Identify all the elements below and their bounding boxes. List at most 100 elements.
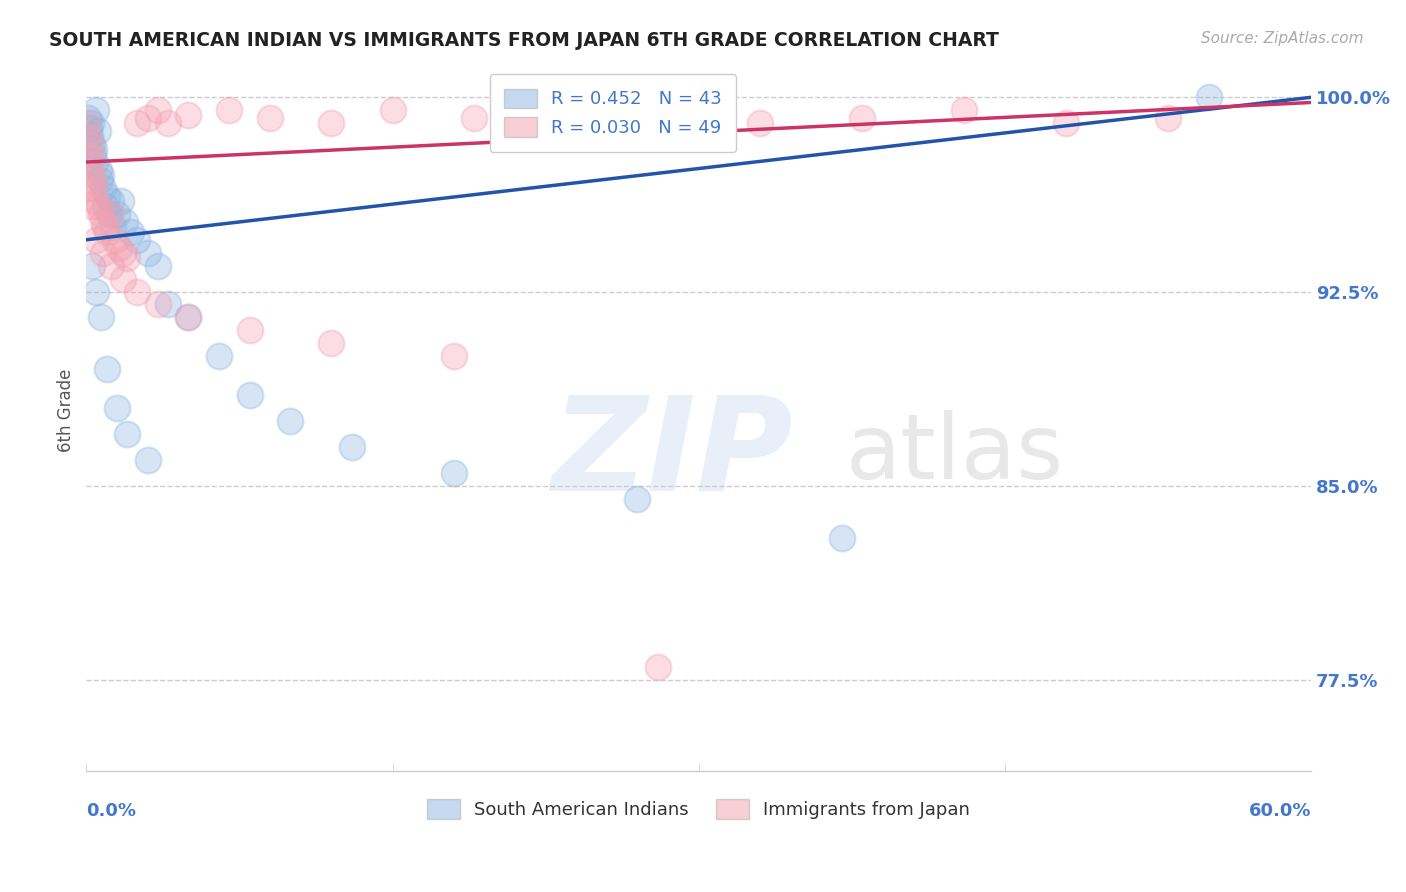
Point xyxy=(76,116,98,130)
Point xyxy=(77,129,100,144)
Point xyxy=(953,103,976,118)
Point xyxy=(544,116,567,130)
Point xyxy=(90,168,112,182)
Point xyxy=(1157,111,1180,125)
Text: atlas: atlas xyxy=(845,410,1064,498)
Point xyxy=(86,194,108,208)
Point xyxy=(136,245,159,260)
Point xyxy=(127,233,149,247)
Point xyxy=(120,225,142,239)
Text: 60.0%: 60.0% xyxy=(1249,802,1312,820)
Point xyxy=(218,103,240,118)
Point xyxy=(146,103,169,118)
Point xyxy=(79,121,101,136)
Point xyxy=(80,155,103,169)
Point xyxy=(84,155,107,169)
Point xyxy=(93,219,115,234)
Point xyxy=(86,233,108,247)
Point xyxy=(96,225,118,239)
Point xyxy=(647,103,669,118)
Point xyxy=(1054,116,1077,130)
Point xyxy=(177,108,200,122)
Point xyxy=(104,233,127,247)
Point xyxy=(90,207,112,221)
Point xyxy=(79,129,101,144)
Point xyxy=(115,251,138,265)
Point xyxy=(112,245,135,260)
Point xyxy=(647,660,669,674)
Point xyxy=(239,388,262,402)
Point xyxy=(79,147,101,161)
Point xyxy=(177,310,200,325)
Point xyxy=(851,111,873,125)
Point xyxy=(82,147,104,161)
Point xyxy=(381,103,404,118)
Point xyxy=(146,259,169,273)
Point xyxy=(146,297,169,311)
Point xyxy=(463,111,485,125)
Point xyxy=(259,111,281,125)
Point xyxy=(91,181,114,195)
Point xyxy=(87,162,110,177)
Point xyxy=(83,181,105,195)
Point xyxy=(110,194,132,208)
Point xyxy=(112,271,135,285)
Point xyxy=(82,259,104,273)
Point xyxy=(626,491,648,506)
Point xyxy=(86,124,108,138)
Point xyxy=(177,310,200,325)
Point xyxy=(80,116,103,130)
Point xyxy=(321,336,343,351)
Text: Source: ZipAtlas.com: Source: ZipAtlas.com xyxy=(1201,31,1364,46)
Point xyxy=(100,259,122,273)
Point xyxy=(77,111,100,125)
Point xyxy=(82,199,104,213)
Point xyxy=(443,466,465,480)
Point xyxy=(97,207,120,221)
Y-axis label: 6th Grade: 6th Grade xyxy=(58,369,75,452)
Point xyxy=(89,173,111,187)
Point xyxy=(1198,90,1220,104)
Point xyxy=(208,349,231,363)
Point xyxy=(90,310,112,325)
Point xyxy=(96,362,118,376)
Point xyxy=(127,116,149,130)
Point xyxy=(100,207,122,221)
Point xyxy=(156,116,179,130)
Point xyxy=(82,168,104,182)
Point xyxy=(115,427,138,442)
Point xyxy=(114,214,136,228)
Point xyxy=(340,440,363,454)
Text: SOUTH AMERICAN INDIAN VS IMMIGRANTS FROM JAPAN 6TH GRADE CORRELATION CHART: SOUTH AMERICAN INDIAN VS IMMIGRANTS FROM… xyxy=(49,31,1000,50)
Point xyxy=(100,194,122,208)
Point xyxy=(321,116,343,130)
Point xyxy=(280,414,302,428)
Point xyxy=(91,214,114,228)
Legend: South American Indians, Immigrants from Japan: South American Indians, Immigrants from … xyxy=(420,792,977,827)
Point xyxy=(108,240,131,254)
Point xyxy=(82,173,104,187)
Point xyxy=(87,199,110,213)
Point xyxy=(96,188,118,202)
Point xyxy=(86,103,108,118)
Text: 0.0%: 0.0% xyxy=(86,802,136,820)
Point xyxy=(443,349,465,363)
Point xyxy=(105,207,128,221)
Point xyxy=(105,401,128,416)
Point xyxy=(79,136,101,151)
Point xyxy=(101,219,124,234)
Point xyxy=(156,297,179,311)
Point xyxy=(136,453,159,467)
Point xyxy=(749,116,772,130)
Point xyxy=(239,323,262,337)
Point xyxy=(831,531,853,545)
Point xyxy=(82,136,104,151)
Point xyxy=(91,245,114,260)
Point xyxy=(86,285,108,299)
Point xyxy=(136,111,159,125)
Point xyxy=(79,181,101,195)
Point xyxy=(93,199,115,213)
Point xyxy=(83,142,105,156)
Point xyxy=(127,285,149,299)
Text: ZIP: ZIP xyxy=(551,391,793,517)
